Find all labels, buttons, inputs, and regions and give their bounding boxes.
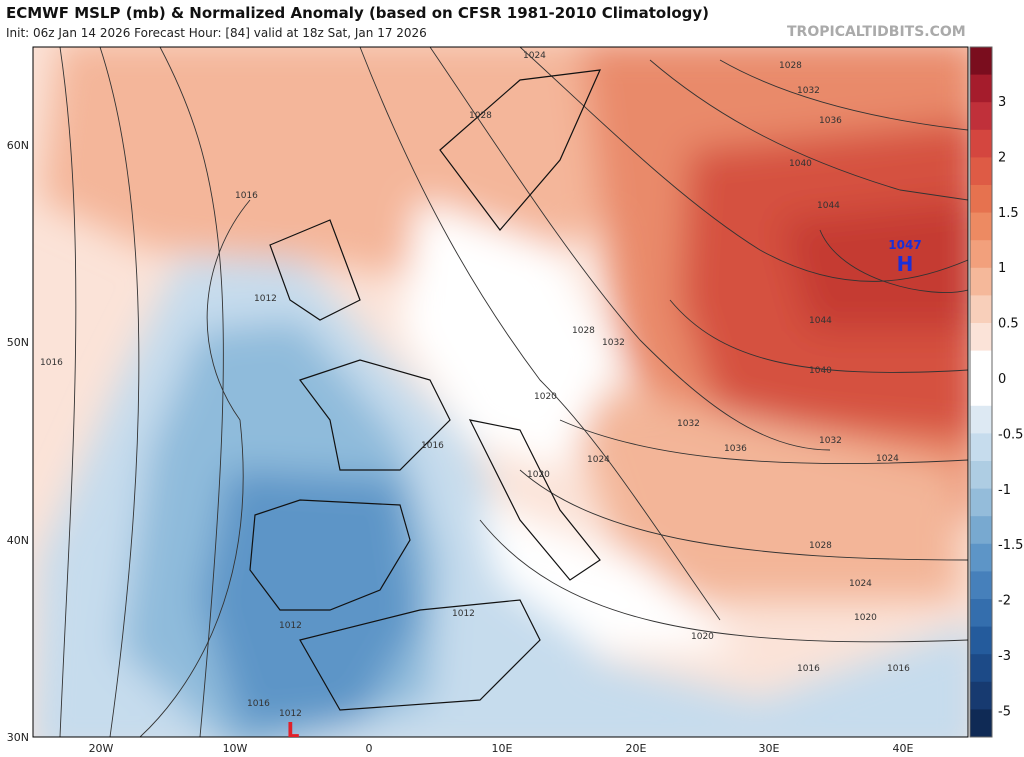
colorbar-swatch: [970, 323, 992, 352]
isobar-label: 1020: [854, 613, 877, 623]
isobar-label: 1016: [235, 191, 258, 201]
isobar-label: 1012: [279, 621, 302, 631]
lon-label: 30E: [759, 742, 780, 755]
colorbar-swatch: [970, 654, 992, 683]
colorbar-frame: [969, 46, 993, 738]
isobar-label: 1020: [527, 470, 550, 480]
isobar-label: 1016: [421, 441, 444, 451]
isobar-label: 1036: [819, 116, 842, 126]
isobar-label: 1016: [797, 664, 820, 674]
lon-label: 10E: [492, 742, 513, 755]
colorbar-label: 2: [998, 150, 1006, 165]
colorbar-label: -0.5: [998, 427, 1023, 442]
colorbar-swatch: [970, 157, 992, 186]
colorbar-swatch: [970, 350, 992, 379]
isobar-label: 1024: [523, 51, 546, 61]
lon-label: 0: [366, 742, 373, 755]
isobar-label: 1044: [809, 316, 832, 326]
isobar-label: 1036: [724, 444, 747, 454]
isobars: [59, 47, 968, 737]
isobar-label: 1020: [534, 392, 557, 402]
colorbar-label: -1: [998, 483, 1011, 498]
colorbar-swatch: [970, 681, 992, 710]
lon-label: 20W: [89, 742, 114, 755]
isobar-label: 1016: [40, 358, 63, 368]
colorbar-swatch: [970, 129, 992, 158]
colorbar-swatch: [970, 516, 992, 545]
colorbar-swatch: [970, 267, 992, 296]
lon-label: 10W: [223, 742, 248, 755]
colorbar-label: -2: [998, 594, 1011, 609]
colorbar-label: -5: [998, 704, 1011, 719]
colorbar-swatch: [970, 626, 992, 655]
lat-label: 60N: [7, 139, 29, 152]
colorbar-swatch: [970, 599, 992, 628]
lat-label: 40N: [7, 534, 29, 547]
isobar-label: 1024: [849, 579, 872, 589]
isobar-label: 1024: [876, 454, 899, 464]
colorbar-swatch: [970, 461, 992, 490]
coastlines: [249, 69, 601, 711]
isobar-label: 1044: [817, 201, 840, 211]
lat-labels: 60N 50N 40N 30N: [7, 139, 29, 744]
colorbar-swatch: [970, 212, 992, 241]
lon-label: 20E: [626, 742, 647, 755]
isobar-label: 1028: [779, 61, 802, 71]
colorbar-swatch: [970, 543, 992, 572]
isobar-label: 1040: [789, 159, 812, 169]
colorbar-swatch: [970, 295, 992, 324]
isobar-label: 1016: [887, 664, 910, 674]
colorbar: 3 2 1.5 1 0.5 0 -0.5 -1 -1.5 -2 -3 -5: [969, 46, 1023, 738]
subtitle: Init: 06z Jan 14 2026 Forecast Hour: [84…: [6, 26, 427, 40]
isobar-label: 1012: [452, 609, 475, 619]
colorbar-swatch: [970, 571, 992, 600]
colorbar-swatch: [970, 378, 992, 407]
isobar-label: 1016: [247, 699, 270, 709]
colorbar-label: 1: [998, 261, 1006, 276]
colorbar-swatch: [970, 74, 992, 103]
high-pressure-value: 1047: [888, 238, 921, 252]
lon-label: 40E: [893, 742, 914, 755]
isobar-label: 1028: [469, 111, 492, 121]
isobar-label: 1012: [279, 709, 302, 719]
isobar-label: 1040: [809, 366, 832, 376]
lat-label: 50N: [7, 336, 29, 349]
colorbar-swatch: [970, 185, 992, 214]
isobar-label: 1024: [587, 455, 610, 465]
colorbar-label: 0.5: [998, 317, 1019, 332]
isobar-label: 1028: [572, 326, 595, 336]
colorbar-swatch: [970, 433, 992, 462]
colorbar-swatch: [970, 405, 992, 434]
isobar-label: 1032: [677, 419, 700, 429]
colorbar-label: 0: [998, 372, 1006, 387]
isobar-label: 1032: [797, 86, 820, 96]
title: ECMWF MSLP (mb) & Normalized Anomaly (ba…: [6, 4, 710, 22]
colorbar-swatch: [970, 102, 992, 131]
anomaly-field: [33, 47, 968, 737]
colorbar-swatch: [970, 240, 992, 269]
isobar-label: 1012: [254, 294, 277, 304]
colorbar-label: 1.5: [998, 206, 1019, 221]
map-frame: [32, 46, 969, 738]
isobar-label: 1020: [691, 632, 714, 642]
credit: TROPICALTIDBITS.COM: [787, 24, 966, 40]
colorbar-label: 3: [998, 95, 1006, 110]
isobar-label: 1028: [809, 541, 832, 551]
isobar-label: 1032: [602, 338, 625, 348]
isobar-label-group: 1024 1028 1032 1036 1040 1044 1028 1016 …: [40, 51, 910, 719]
colorbar-swatch: [970, 47, 992, 76]
low-pressure-symbol: L: [287, 718, 300, 742]
lon-labels: 20W 10W 0 10E 20E 30E 40E: [89, 742, 914, 755]
colorbar-label: -3: [998, 649, 1011, 664]
colorbar-label: -1.5: [998, 538, 1023, 553]
lat-label: 30N: [7, 731, 29, 744]
colorbar-swatch: [970, 709, 992, 738]
isobar-label: 1032: [819, 436, 842, 446]
colorbar-swatch: [970, 488, 992, 517]
high-pressure-symbol: H: [897, 252, 914, 276]
